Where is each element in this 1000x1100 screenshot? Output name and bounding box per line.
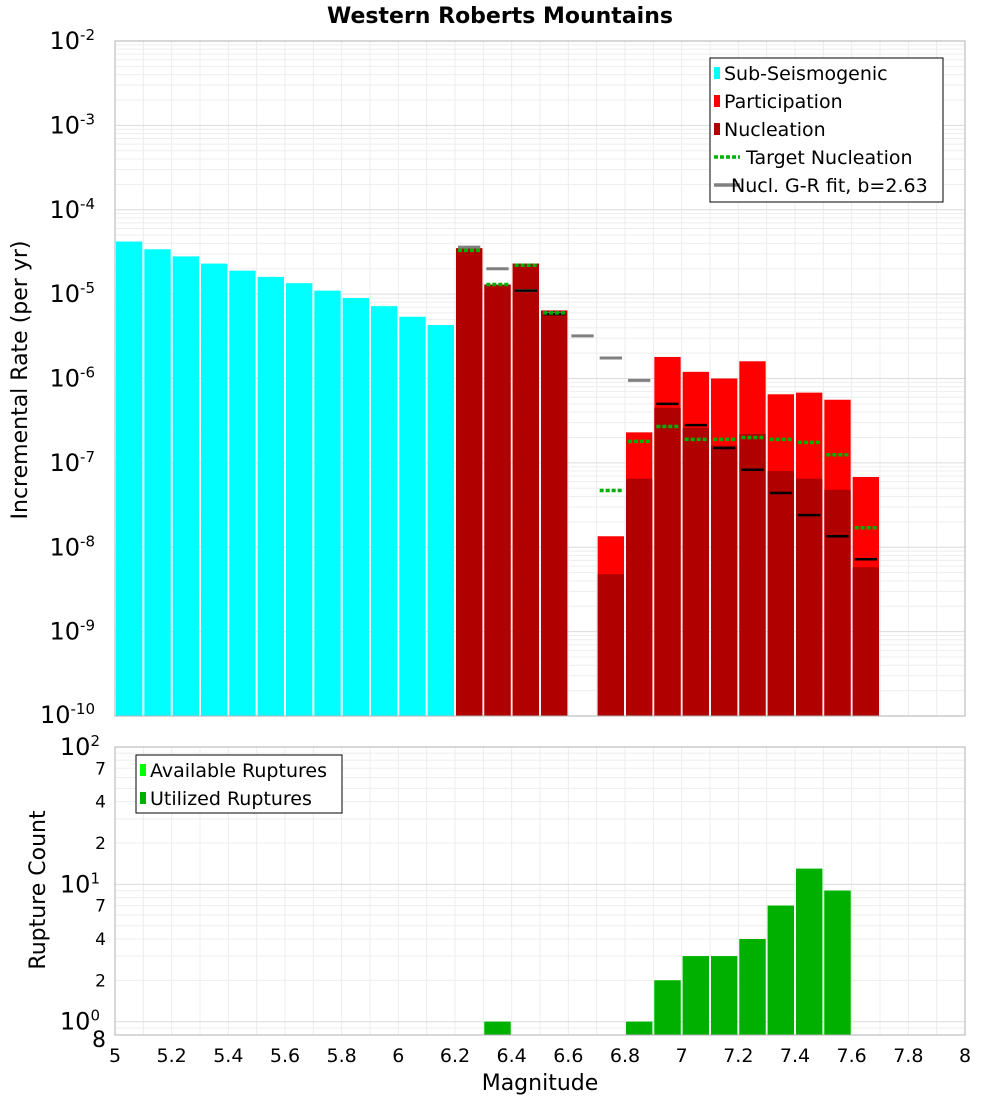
x-tick-label: 5.4 — [213, 1045, 243, 1067]
utilized-ruptures-bar — [796, 868, 823, 1035]
legend-swatch — [714, 95, 720, 107]
utilized-ruptures-bar — [484, 1021, 511, 1035]
bottom-legend: Available Ruptures Utilized Ruptures — [135, 754, 343, 814]
bottom-y-axis-label: Rupture Count — [26, 810, 51, 970]
top-panel: 10-10 10-9 10-8 10-7 10-6 10-5 10-4 10-3 10-2 Sub… — [40, 26, 966, 729]
nucleation-bar — [484, 284, 511, 716]
x-tick-label: 5.8 — [327, 1045, 357, 1067]
plot-frame — [114, 40, 966, 717]
y-tick-label: 10-8 — [49, 532, 95, 561]
y-minor-tick-label: 2 — [95, 834, 106, 854]
nucleation-bar — [852, 567, 879, 716]
legend-swatch — [140, 792, 146, 804]
top-legend: Sub-Seismogenic Participation Nucleation Ta… — [709, 57, 944, 203]
sub-seismogenic-bar — [257, 276, 284, 716]
y-minor-tick-label: 7 — [95, 759, 106, 779]
legend-label: Utilized Ruptures — [150, 788, 312, 810]
nucleation-bar — [739, 433, 766, 716]
nucleation-bar — [626, 478, 653, 716]
nucleation-bar — [824, 489, 851, 716]
nucleation-bar — [767, 471, 794, 716]
x-tick-label: 7.2 — [723, 1045, 753, 1067]
bottom-panel: 100 101 102 8 2 4 7 2 4 7 5 5.2 5.4 5.6 5.8 6 6.2 6.4 6.6 6… — [60, 732, 971, 1067]
top-y-axis-label: Incremental Rate (per yr) — [8, 241, 33, 520]
x-tick-label: 6 — [392, 1045, 404, 1067]
y-tick-label: 101 — [60, 869, 100, 898]
nucleation-bar — [654, 407, 681, 716]
x-tick-label: 7.8 — [893, 1045, 923, 1067]
utilized-ruptures-bar — [682, 956, 709, 1035]
legend-label: Participation — [724, 91, 843, 113]
y-minor-tick-label: 8 — [92, 1028, 106, 1053]
legend-label: Sub-Seismogenic — [724, 63, 888, 85]
legend-label: Nucleation — [724, 119, 826, 141]
nucleation-bar — [541, 310, 568, 716]
legend-label: Target Nucleation — [745, 147, 913, 169]
y-minor-tick-label: 4 — [95, 930, 106, 950]
x-tick-label: 6.2 — [440, 1045, 470, 1067]
x-axis-label: Magnitude — [482, 1071, 599, 1096]
x-tick-label: 7.4 — [780, 1045, 810, 1067]
sub-seismogenic-bar — [399, 316, 426, 716]
x-tick-label: 7 — [676, 1045, 688, 1067]
sub-seismogenic-bar — [201, 263, 228, 716]
legend-box — [135, 754, 343, 814]
sub-seismogenic-bar — [116, 241, 143, 717]
x-tick-label: 5.6 — [270, 1045, 300, 1067]
utilized-ruptures-bar — [739, 939, 766, 1035]
y-tick-label: 10-2 — [49, 26, 95, 55]
sub-seismogenic-bar — [427, 325, 454, 716]
y-tick-label: 10-3 — [49, 110, 95, 139]
y-tick-label: 10-4 — [49, 195, 95, 224]
sub-seismogenic-bar — [314, 290, 341, 716]
y-tick-label: 100 — [60, 1007, 100, 1036]
sub-seismogenic-bar — [144, 249, 171, 716]
x-tick-label: 6.6 — [553, 1045, 583, 1067]
x-tick-label: 6.8 — [610, 1045, 640, 1067]
utilized-ruptures-bar — [767, 905, 794, 1035]
legend-label: Nucl. G-R fit, b=2.63 — [731, 175, 928, 197]
x-tick-label: 8 — [959, 1045, 971, 1067]
x-tick-label: 5 — [109, 1045, 121, 1067]
sub-seismogenic-bar — [286, 283, 313, 716]
sub-seismogenic-bar — [172, 256, 199, 716]
nucleation-bar — [711, 445, 738, 716]
utilized-ruptures-bar — [711, 956, 738, 1035]
legend-box — [709, 57, 944, 203]
x-tick-label: 5.2 — [157, 1045, 187, 1067]
y-tick-label: 10-6 — [49, 364, 95, 393]
chart-title: Western Roberts Mountains — [327, 4, 673, 29]
y-minor-tick-label: 4 — [95, 793, 106, 813]
sub-seismogenic-bar — [371, 306, 398, 716]
sub-seismogenic-bar — [229, 270, 256, 716]
utilized-ruptures-bar — [824, 890, 851, 1035]
nucleation-bar — [512, 263, 539, 716]
y-tick-label: 10-9 — [49, 617, 95, 646]
legend-swatch — [140, 764, 146, 776]
y-minor-tick-label: 2 — [95, 971, 106, 991]
legend-swatch — [714, 123, 720, 135]
y-tick-label: 10-5 — [49, 279, 95, 308]
nucleation-bar — [597, 574, 624, 716]
legend-label: Available Ruptures — [150, 760, 327, 782]
y-tick-label: 102 — [60, 732, 100, 761]
utilized-ruptures-bar — [654, 980, 681, 1035]
sub-seismogenic-bar — [342, 297, 369, 716]
utilized-ruptures-bar — [626, 1021, 653, 1035]
y-tick-label: 10-10 — [40, 700, 95, 729]
plot-frame — [114, 746, 966, 1036]
nucleation-bar — [796, 478, 823, 716]
legend-swatch — [714, 67, 720, 79]
x-tick-label: 7.6 — [837, 1045, 867, 1067]
y-minor-tick-label: 7 — [95, 897, 106, 917]
nucleation-bar — [456, 248, 483, 717]
nucleation-bar — [682, 427, 709, 716]
y-tick-label: 10-7 — [49, 448, 95, 477]
x-tick-label: 6.4 — [497, 1045, 527, 1067]
